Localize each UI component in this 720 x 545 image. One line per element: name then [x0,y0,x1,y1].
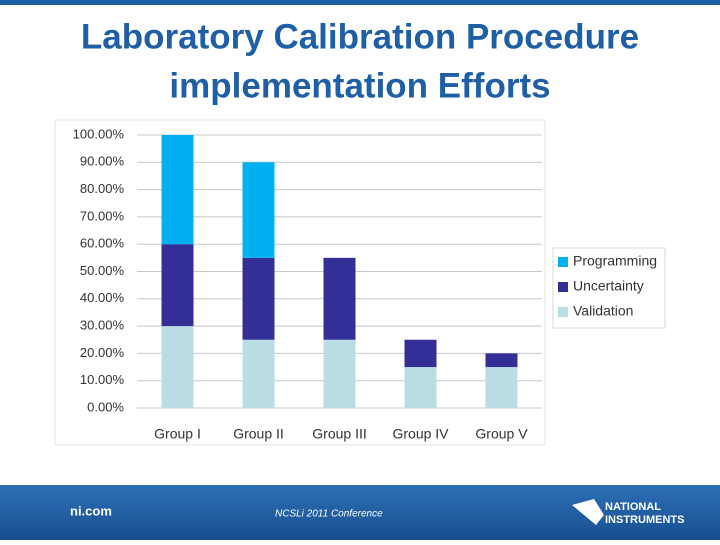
legend-label: Validation [573,303,633,319]
y-tick-label: 50.00% [80,263,125,278]
bar-segment [485,353,518,368]
top-bar [0,0,720,5]
y-tick-label: 100.00% [73,126,125,141]
y-tick-label: 80.00% [80,181,125,196]
legend-swatch [558,282,568,292]
bar-segment [242,162,275,258]
y-tick-label: 0.00% [87,399,124,414]
x-tick-label: Group IV [392,426,449,442]
y-tick-label: 20.00% [80,345,125,360]
y-tick-label: 30.00% [80,318,125,333]
bar-segment [161,244,194,327]
y-tick-label: 40.00% [80,290,125,305]
legend-label: Uncertainty [573,278,644,294]
legend-box [552,247,666,329]
y-tick-label: 60.00% [80,236,125,251]
y-tick-label: 70.00% [80,208,125,223]
y-tick-label: 10.00% [80,372,125,387]
logo-mark [572,499,604,525]
logo-text: INSTRUMENTS [605,514,684,526]
legend-swatch [558,257,568,267]
footer-site: ni.com [70,503,112,518]
chart: 0.00% 10.00% 20.00% 30.00% 40.00% 50.00% 60.00… [73,126,657,441]
plot-frame [54,119,546,446]
bar-segment [323,339,356,408]
title-line: Laboratory Calibration Procedure [81,17,639,56]
y-tick-label: 90.00% [80,154,125,169]
legend-swatch [558,307,568,317]
logo-text: NATIONAL [605,501,661,513]
footer-conference: NCSLi 2011 Conference [275,509,383,520]
bar-segment [161,326,194,408]
x-tick-label: Group I [154,426,201,442]
title-line: implementation Efforts [169,66,550,105]
bar-segment [323,257,356,340]
x-tick-label: Group V [475,426,528,442]
bar-segment [242,339,275,408]
x-tick-label: Group III [312,426,366,442]
bar-segment [161,135,194,245]
bar-segment [404,367,437,408]
bar-segment [404,339,437,368]
x-tick-label: Group II [233,426,284,442]
bar-segment [242,257,275,340]
bar-segment [485,367,518,408]
legend-label: Programming [573,253,657,269]
